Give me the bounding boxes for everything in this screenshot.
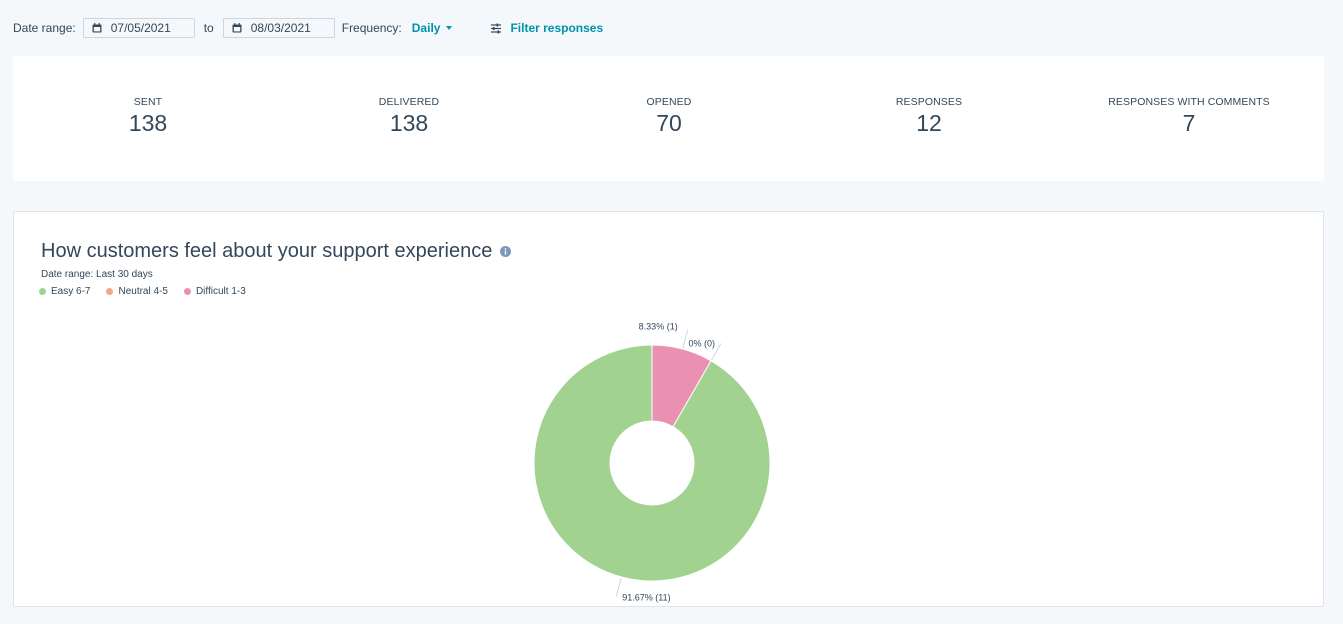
pie-slice-difficult[interactable] — [651, 344, 712, 428]
start-date-input[interactable]: 07/05/2021 — [82, 18, 195, 38]
stat-opened: OPENED 70 — [549, 96, 789, 137]
legend-label: Easy 6-7 — [51, 286, 91, 297]
end-date-value: 08/03/2021 — [250, 21, 311, 35]
filter-toolbar: Date range: 07/05/2021 to 08/03/2021 Fre… — [13, 17, 603, 39]
chart-legend: Easy 6-7 Neutral 4-5 Difficult 1-3 — [39, 286, 262, 297]
legend-item-easy[interactable]: Easy 6-7 — [39, 286, 90, 297]
frequency-label: Frequency: — [341, 21, 402, 35]
stat-delivered: DELIVERED 138 — [289, 96, 529, 137]
legend-dot — [39, 288, 46, 295]
calendar-icon — [92, 23, 102, 33]
legend-dot — [183, 288, 191, 295]
start-date-value: 07/05/2021 — [110, 21, 171, 35]
date-range-label: Date range: — [13, 21, 76, 35]
legend-item-difficult[interactable]: Difficult 1-3 — [183, 286, 246, 297]
legend-dot — [106, 288, 114, 295]
chevron-down-icon — [446, 26, 453, 30]
stat-responses-with-comments: RESPONSES WITH COMMENTS 7 — [1069, 96, 1309, 137]
data-label-neutral: 0% (0) — [688, 338, 715, 348]
sliders-icon — [491, 23, 502, 33]
pie-slice-easy[interactable] — [533, 344, 771, 582]
stat-sent: SENT 138 — [28, 96, 268, 137]
to-label: to — [203, 21, 214, 35]
frequency-value: Daily — [411, 21, 441, 35]
leader-line-easy — [615, 577, 622, 597]
data-label-easy: 91.67% (11) — [622, 592, 670, 602]
data-label-difficult: 8.33% (1) — [639, 322, 678, 332]
donut-chart: 91.67% (11) 0% (0) 8.33% (1) — [533, 322, 771, 602]
legend-item-neutral[interactable]: Neutral 4-5 — [106, 286, 168, 297]
stat-label: RESPONSES — [895, 96, 963, 108]
stat-responses: RESPONSES 12 — [809, 96, 1049, 137]
chart-date-range: Date range: Last 30 days — [41, 269, 153, 280]
info-icon[interactable] — [500, 246, 512, 257]
stat-label: OPENED — [646, 96, 692, 108]
support-experience-chart-card: How customers feel about your support ex… — [13, 211, 1324, 607]
stat-value: 138 — [128, 110, 168, 136]
stat-label: DELIVERED — [378, 96, 440, 108]
legend-label: Difficult 1-3 — [195, 286, 246, 297]
stat-value: 138 — [389, 110, 429, 136]
filter-responses-label: Filter responses — [510, 21, 604, 35]
filter-responses-button[interactable]: Filter responses — [490, 21, 603, 35]
leader-line-difficult — [682, 329, 689, 349]
legend-label: Neutral 4-5 — [118, 286, 168, 297]
frequency-dropdown[interactable]: Daily — [412, 21, 453, 35]
leader-line-neutral — [711, 343, 722, 361]
calendar-icon — [232, 23, 242, 33]
end-date-input[interactable]: 08/03/2021 — [222, 18, 335, 38]
stat-value: 7 — [1182, 110, 1196, 136]
stat-value: 70 — [656, 110, 682, 136]
chart-title-row: How customers feel about your support ex… — [41, 240, 512, 263]
stat-label: SENT — [133, 96, 163, 108]
stat-value: 12 — [916, 110, 942, 136]
stat-label: RESPONSES WITH COMMENTS — [1108, 96, 1270, 108]
chart-title: How customers feel about your support ex… — [41, 240, 493, 262]
stats-card: SENT 138 DELIVERED 138 OPENED 70 RESPONS… — [13, 56, 1324, 181]
